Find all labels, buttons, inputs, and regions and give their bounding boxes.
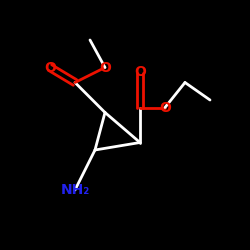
Text: NH₂: NH₂ <box>60 183 90 197</box>
Text: O: O <box>44 60 56 74</box>
Text: O: O <box>134 66 146 80</box>
Text: O: O <box>99 60 111 74</box>
Text: O: O <box>159 100 171 114</box>
